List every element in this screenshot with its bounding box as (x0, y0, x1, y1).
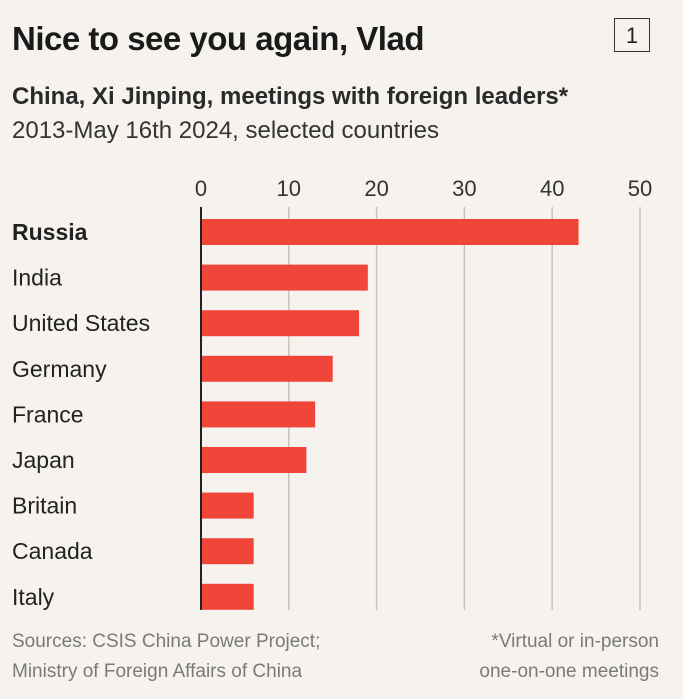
bar (201, 583, 254, 610)
bar (201, 492, 254, 519)
x-tick-label: 30 (452, 176, 476, 201)
bar (201, 538, 254, 565)
category-label: Italy (12, 584, 55, 610)
chart-title: Nice to see you again, Vlad (12, 20, 424, 57)
category-label: Russia (12, 219, 88, 245)
category-label: Germany (12, 356, 107, 382)
category-label: Britain (12, 493, 77, 519)
category-label: India (12, 265, 62, 291)
x-tick-label: 50 (628, 176, 652, 201)
x-tick-label: 40 (540, 176, 564, 201)
bar (201, 219, 579, 245)
x-tick-label: 0 (195, 176, 207, 201)
category-label: France (12, 401, 84, 427)
bar (201, 264, 368, 291)
figure-number-badge: 1 (614, 18, 650, 52)
footnote-line-2: one-on-one meetings (479, 661, 659, 682)
source-line-2: Ministry of Foreign Affairs of China (12, 661, 303, 682)
x-tick-label: 10 (277, 176, 301, 201)
category-label: United States (12, 310, 150, 336)
bar (201, 447, 307, 473)
chart-subtitle: China, Xi Jinping, meetings with foreign… (12, 83, 569, 110)
bar (201, 310, 360, 337)
chart-date-range: 2013-May 16th 2024, selected countries (12, 117, 439, 144)
bar (201, 401, 316, 428)
source-line-1: Sources: CSIS China Power Project; (12, 631, 321, 652)
footnote: *Virtual or in-person one-on-one meeting… (479, 627, 659, 687)
category-label: Canada (12, 538, 93, 564)
footnote-line-1: *Virtual or in-person (491, 631, 659, 652)
category-label: Japan (12, 447, 75, 473)
x-tick-label: 20 (364, 176, 388, 201)
source-note: Sources: CSIS China Power Project; Minis… (12, 627, 320, 687)
bar (201, 355, 333, 382)
